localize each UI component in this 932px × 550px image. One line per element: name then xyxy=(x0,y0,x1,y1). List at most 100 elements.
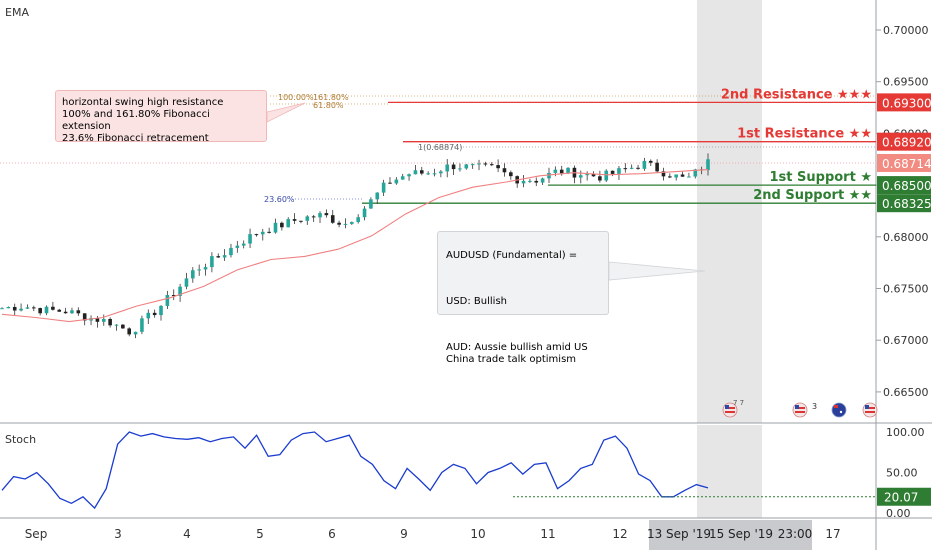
fib-callout-pointer xyxy=(266,102,306,123)
ema-line xyxy=(1,169,709,323)
us-flag-event-icon[interactable] xyxy=(722,402,738,418)
candle-body xyxy=(51,306,55,310)
time-label: 3 xyxy=(114,527,122,541)
candle-body xyxy=(235,245,240,248)
candle-body xyxy=(184,278,189,287)
candle-body xyxy=(260,231,265,235)
candle-body xyxy=(642,160,647,169)
fib-label-1618: 161.80% xyxy=(313,93,349,102)
time-highlight-band xyxy=(649,520,812,550)
candle-body xyxy=(432,173,437,175)
candle-body xyxy=(286,219,291,228)
candle-body xyxy=(464,164,469,169)
fib-label-236: 23.60% xyxy=(264,195,295,204)
candle-body xyxy=(407,174,411,177)
time-label: 6 xyxy=(328,527,336,541)
candle-body xyxy=(496,165,500,169)
level-label-s2: 2nd Support ★★ xyxy=(753,188,872,203)
fundamental-title: AUDUSD (Fundamental) = xyxy=(446,250,578,261)
candle-body xyxy=(229,247,233,256)
candle-body xyxy=(439,171,443,174)
candle-body xyxy=(203,267,208,270)
candle-body xyxy=(152,312,157,316)
candle-body xyxy=(133,331,138,335)
level-price-box-r1 xyxy=(877,132,931,151)
stoch-value-box xyxy=(877,487,931,506)
current-price-value: 0.68714 xyxy=(882,157,932,171)
time-label: 10 xyxy=(470,527,485,541)
candle-body xyxy=(566,167,570,174)
fundamental-usd: USD: Bullish xyxy=(446,296,507,307)
weekend-band-stoch xyxy=(697,425,762,518)
fundamental-callout[interactable]: AUDUSD (Fundamental) = USD: Bullish AUD:… xyxy=(437,231,609,365)
candle-body xyxy=(76,310,81,314)
time-label: 17 xyxy=(825,527,840,541)
candle-body xyxy=(38,308,42,314)
candle-body xyxy=(101,318,106,322)
candle-body xyxy=(127,328,132,335)
fibonacci-callout[interactable]: horizontal swing high resistance 100% an… xyxy=(55,90,267,144)
ema-indicator-label: EMA xyxy=(5,6,29,19)
candle-body xyxy=(273,222,278,233)
candle-body xyxy=(121,324,125,329)
candle-body xyxy=(591,174,596,177)
candle-body xyxy=(324,213,329,216)
candle-body xyxy=(693,169,698,177)
us-flag-event-icon[interactable] xyxy=(862,402,878,418)
fundamental-callout-pointer xyxy=(608,261,706,281)
candle-body xyxy=(63,311,68,314)
candle-body xyxy=(610,170,615,174)
candle-body xyxy=(617,168,621,174)
candle-body xyxy=(178,286,182,296)
time-label: 4 xyxy=(183,527,191,541)
candle-body xyxy=(222,255,227,258)
candle-body xyxy=(458,168,462,170)
candle-body xyxy=(604,170,609,181)
candle-body xyxy=(25,307,30,309)
candle-body xyxy=(171,295,176,297)
candle-body xyxy=(299,220,303,222)
level-label-r2: 2nd Resistance ★★★ xyxy=(721,87,872,102)
candle-body xyxy=(489,164,494,166)
candle-body xyxy=(585,174,589,176)
candle-body xyxy=(44,306,49,314)
au-flag-event-icon[interactable] xyxy=(831,402,847,418)
candle-body xyxy=(292,219,297,221)
level-price-value-s2: 0.68325 xyxy=(882,197,932,211)
candle-body xyxy=(559,169,564,174)
time-label: 12 xyxy=(612,527,627,541)
us-flag-event-icon[interactable] xyxy=(792,402,808,418)
candle-body xyxy=(210,256,214,268)
price-tick-label: 0.69500 xyxy=(883,76,929,89)
price-tick-label: 0.67500 xyxy=(883,283,929,296)
candle-body xyxy=(521,180,526,184)
price-tick-label: 0.68000 xyxy=(883,231,929,244)
level-price-value-r1: 0.68920 xyxy=(882,136,932,150)
candle-body xyxy=(661,171,666,177)
candle-body xyxy=(528,180,532,182)
candle-body xyxy=(381,182,386,193)
candle-body xyxy=(451,164,456,170)
candle-body xyxy=(19,308,23,311)
candle-body xyxy=(419,170,424,174)
candle-body xyxy=(0,308,4,310)
candle-body xyxy=(375,192,380,200)
event-count-left: 7 7 xyxy=(733,399,744,407)
candle-body xyxy=(655,162,659,172)
candle-body xyxy=(483,163,488,165)
candle-body xyxy=(343,223,348,225)
candle-body xyxy=(362,208,367,218)
candle-body xyxy=(369,199,373,209)
candle-body xyxy=(400,176,405,180)
level-label-r1: 1st Resistance ★★ xyxy=(737,127,872,142)
level-price-box-s2 xyxy=(877,194,931,213)
fib-label-618: 61.80% xyxy=(313,101,344,110)
candle-body xyxy=(280,222,284,228)
candle-body xyxy=(687,176,691,178)
candle-body xyxy=(197,269,201,271)
candle-body xyxy=(413,170,418,175)
candle-body xyxy=(330,215,335,223)
candle-body xyxy=(191,270,195,279)
price-tick-label: 0.67000 xyxy=(883,334,929,347)
